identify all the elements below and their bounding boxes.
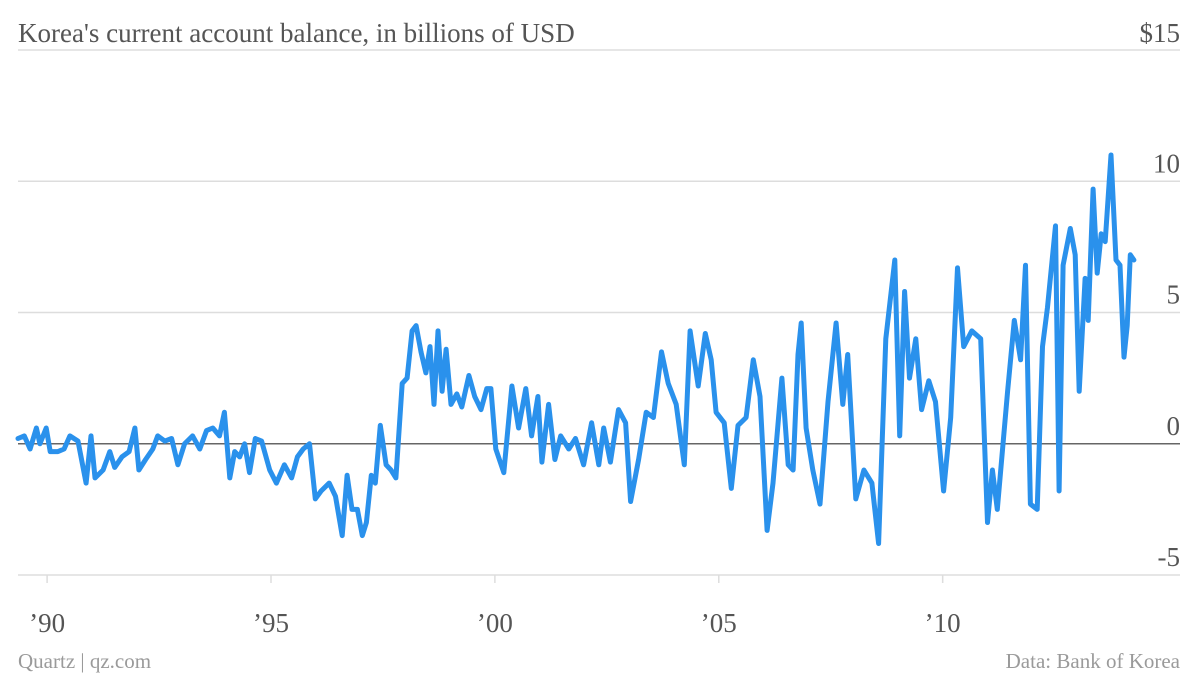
chart-title: Korea's current account balance, in bill… bbox=[18, 18, 575, 48]
line-series bbox=[15, 152, 1137, 546]
x-tick-label: ’00 bbox=[477, 608, 513, 638]
y-tick-label: 10 bbox=[1153, 148, 1180, 178]
source: Data: Bank of Korea bbox=[1006, 649, 1181, 673]
x-tick-label: ’10 bbox=[925, 608, 961, 638]
y-tick-label: -5 bbox=[1158, 542, 1181, 572]
y-tick-label: 5 bbox=[1167, 280, 1181, 310]
x-tick-label: ’95 bbox=[253, 608, 289, 638]
y-tick-label: 0 bbox=[1167, 411, 1181, 441]
y-tick-label: $15 bbox=[1140, 18, 1181, 48]
credit: Quartz | qz.com bbox=[18, 649, 151, 673]
x-tick-label: ’90 bbox=[29, 608, 65, 638]
x-tick-label: ’05 bbox=[701, 608, 737, 638]
